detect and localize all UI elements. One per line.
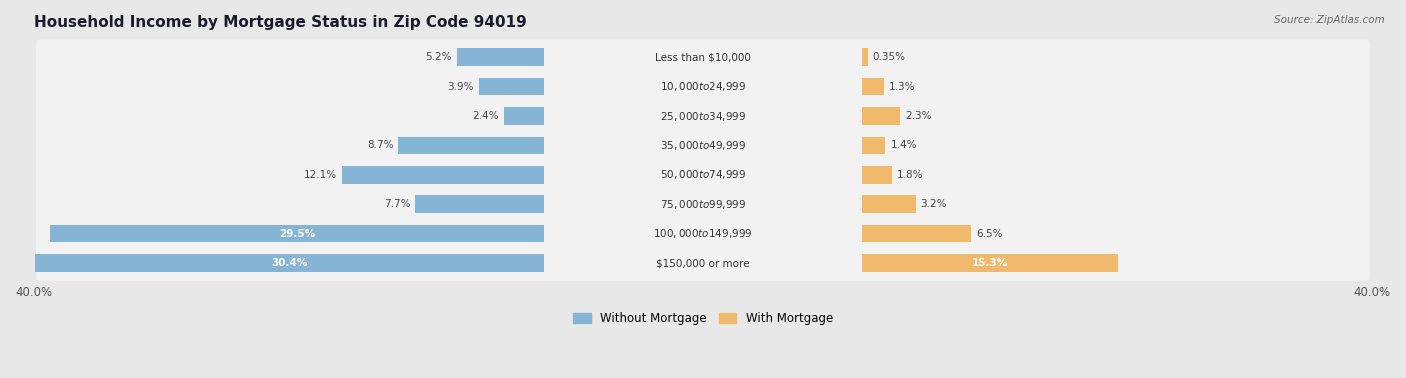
- FancyBboxPatch shape: [37, 216, 1369, 251]
- Text: $50,000 to $74,999: $50,000 to $74,999: [659, 168, 747, 181]
- Text: $35,000 to $49,999: $35,000 to $49,999: [659, 139, 747, 152]
- FancyBboxPatch shape: [37, 157, 1369, 192]
- Bar: [398, 136, 544, 154]
- Bar: [862, 107, 900, 125]
- Text: 2.3%: 2.3%: [905, 111, 932, 121]
- Text: 2.4%: 2.4%: [472, 111, 499, 121]
- Text: $25,000 to $34,999: $25,000 to $34,999: [659, 110, 747, 122]
- Text: $10,000 to $24,999: $10,000 to $24,999: [659, 80, 747, 93]
- Text: $150,000 or more: $150,000 or more: [657, 258, 749, 268]
- Bar: [457, 48, 544, 66]
- Bar: [862, 225, 970, 243]
- Text: 1.8%: 1.8%: [897, 170, 924, 180]
- Bar: [862, 195, 915, 213]
- Text: 12.1%: 12.1%: [304, 170, 336, 180]
- Text: 29.5%: 29.5%: [280, 229, 315, 239]
- Text: 0.35%: 0.35%: [873, 52, 905, 62]
- Text: $75,000 to $99,999: $75,000 to $99,999: [659, 198, 747, 211]
- Bar: [35, 254, 544, 272]
- Bar: [51, 225, 544, 243]
- Legend: Without Mortgage, With Mortgage: Without Mortgage, With Mortgage: [568, 308, 838, 330]
- Text: Less than $10,000: Less than $10,000: [655, 52, 751, 62]
- Text: 3.2%: 3.2%: [921, 199, 948, 209]
- Bar: [862, 48, 868, 66]
- Text: 6.5%: 6.5%: [976, 229, 1002, 239]
- Bar: [342, 166, 544, 184]
- Bar: [862, 78, 884, 96]
- Text: 7.7%: 7.7%: [384, 199, 411, 209]
- FancyBboxPatch shape: [37, 245, 1369, 281]
- Bar: [503, 107, 544, 125]
- Bar: [862, 136, 886, 154]
- Text: 5.2%: 5.2%: [426, 52, 451, 62]
- FancyBboxPatch shape: [37, 69, 1369, 104]
- Bar: [415, 195, 544, 213]
- Text: $100,000 to $149,999: $100,000 to $149,999: [654, 227, 752, 240]
- Text: 1.4%: 1.4%: [890, 141, 917, 150]
- FancyBboxPatch shape: [37, 128, 1369, 163]
- Text: Source: ZipAtlas.com: Source: ZipAtlas.com: [1274, 15, 1385, 25]
- Text: 8.7%: 8.7%: [367, 141, 394, 150]
- Text: Household Income by Mortgage Status in Zip Code 94019: Household Income by Mortgage Status in Z…: [34, 15, 526, 30]
- FancyBboxPatch shape: [37, 40, 1369, 75]
- Text: 3.9%: 3.9%: [447, 82, 474, 91]
- FancyBboxPatch shape: [37, 98, 1369, 134]
- Text: 30.4%: 30.4%: [271, 258, 308, 268]
- Bar: [478, 78, 544, 96]
- Text: 1.3%: 1.3%: [889, 82, 915, 91]
- Text: 15.3%: 15.3%: [972, 258, 1008, 268]
- FancyBboxPatch shape: [37, 187, 1369, 222]
- Bar: [862, 166, 893, 184]
- Bar: [862, 254, 1118, 272]
